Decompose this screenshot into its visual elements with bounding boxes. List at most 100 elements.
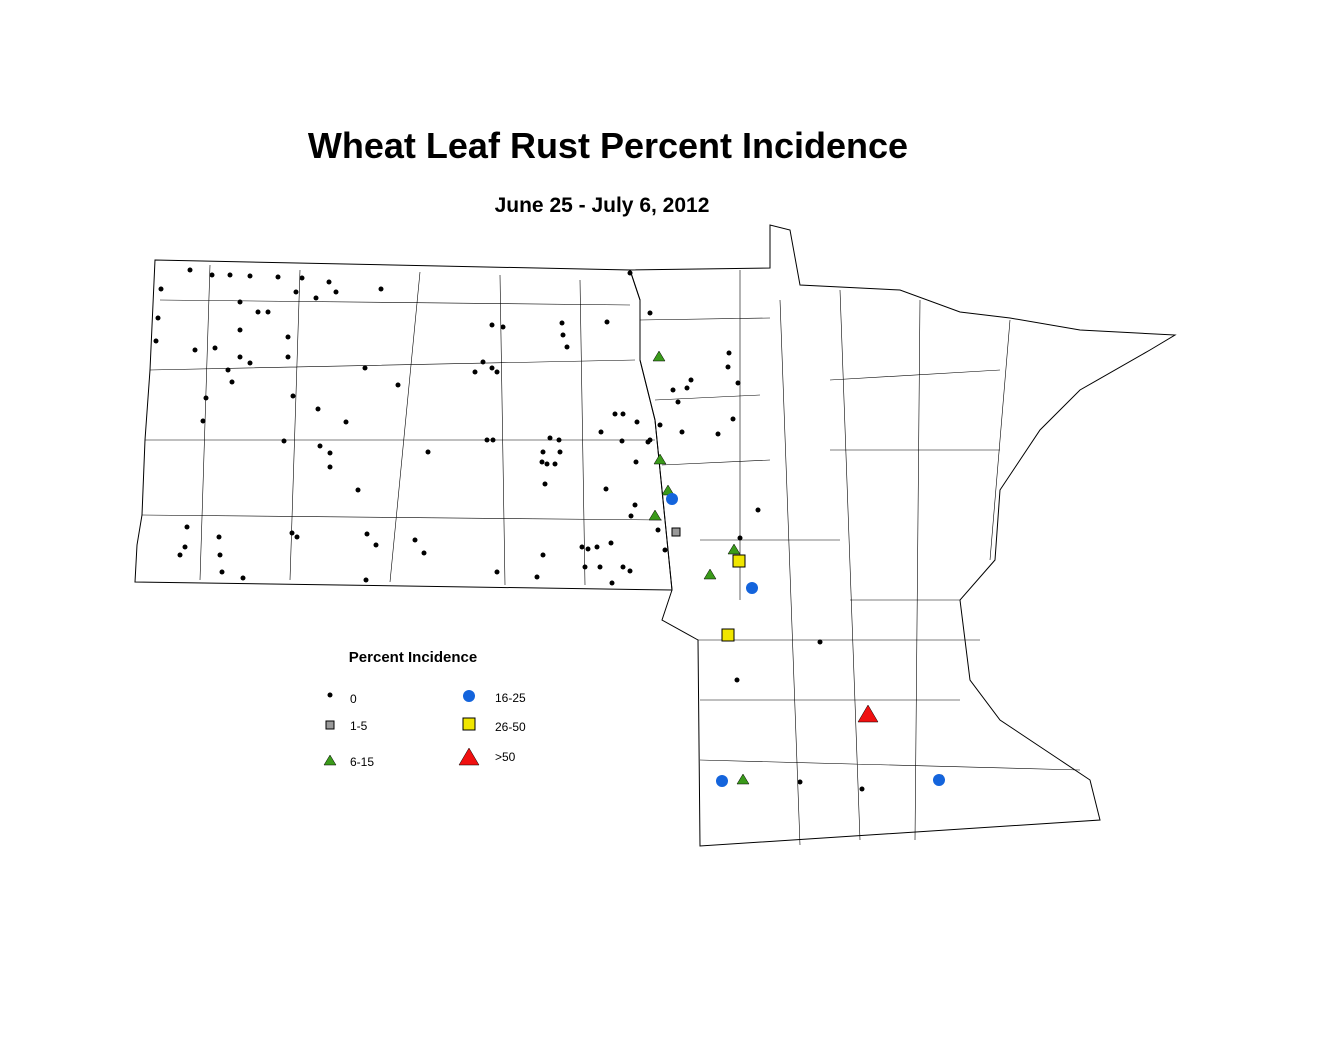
- legend-symbol: [327, 692, 333, 698]
- observation-point: [544, 461, 550, 467]
- observation-point: [859, 786, 865, 792]
- observation-point: [597, 564, 603, 570]
- observation-point: [559, 320, 565, 326]
- observation-point: [247, 273, 253, 279]
- observation-point: [182, 544, 188, 550]
- observation-point: [237, 327, 243, 333]
- observation-point: [155, 315, 161, 321]
- observation-point: [343, 419, 349, 425]
- map-title: Wheat Leaf Rust Percent Incidence: [308, 125, 908, 166]
- observation-point: [489, 322, 495, 328]
- observation-point: [797, 779, 803, 785]
- observation-point: [726, 350, 732, 356]
- observation-point: [187, 267, 193, 273]
- observation-point: [539, 459, 545, 465]
- observation-point: [652, 350, 666, 362]
- observation-point: [534, 574, 540, 580]
- observation-point: [225, 367, 231, 373]
- observation-point: [627, 568, 633, 574]
- observation-point: [240, 575, 246, 581]
- observation-point: [703, 568, 717, 580]
- observation-point: [294, 534, 300, 540]
- observation-point: [684, 385, 690, 391]
- legend-label: 16-25: [495, 691, 526, 705]
- observation-point: [327, 464, 333, 470]
- observation-point: [265, 309, 271, 315]
- observation-point: [557, 449, 563, 455]
- observation-point: [395, 382, 401, 388]
- observation-point: [212, 345, 218, 351]
- observation-point: [730, 416, 736, 422]
- observation-point: [737, 535, 743, 541]
- legend-label: 0: [350, 692, 357, 706]
- observation-point: [542, 481, 548, 487]
- observation-point: [619, 438, 625, 444]
- observation-point: [679, 429, 685, 435]
- observation-point: [603, 486, 609, 492]
- observation-point: [655, 527, 661, 533]
- observation-point: [817, 639, 823, 645]
- observation-point: [333, 289, 339, 295]
- legend-symbol: [323, 754, 337, 766]
- observation-point: [547, 435, 553, 441]
- observation-points: [153, 267, 945, 792]
- legend-label: >50: [495, 750, 516, 764]
- observation-point: [604, 319, 610, 325]
- observation-point: [560, 332, 566, 338]
- observation-point: [364, 531, 370, 537]
- observation-point: [736, 773, 750, 785]
- observation-point: [285, 354, 291, 360]
- legend-symbol: [463, 690, 475, 702]
- observation-point: [725, 364, 731, 370]
- observation-point: [500, 324, 506, 330]
- observation-point: [540, 449, 546, 455]
- state-outlines: [134, 224, 1177, 847]
- observation-point: [412, 537, 418, 543]
- observation-point: [480, 359, 486, 365]
- observation-point: [594, 544, 600, 550]
- observation-point: [715, 431, 721, 437]
- observation-point: [632, 502, 638, 508]
- observation-point: [313, 295, 319, 301]
- observation-point: [633, 459, 639, 465]
- observation-point: [540, 552, 546, 558]
- observation-point: [227, 272, 233, 278]
- observation-point: [216, 534, 222, 540]
- observation-point: [670, 387, 676, 393]
- observation-point: [317, 443, 323, 449]
- observation-point: [425, 449, 431, 455]
- map-subtitle: June 25 - July 6, 2012: [495, 194, 710, 217]
- observation-point: [203, 395, 209, 401]
- observation-point: [327, 450, 333, 456]
- observation-point: [490, 437, 496, 443]
- observation-point: [857, 704, 879, 723]
- observation-point: [552, 461, 558, 467]
- observation-point: [620, 564, 626, 570]
- observation-point: [363, 577, 369, 583]
- observation-point: [628, 513, 634, 519]
- observation-point: [648, 509, 662, 521]
- observation-point: [472, 369, 478, 375]
- observation-point: [609, 580, 615, 586]
- observation-point: [734, 677, 740, 683]
- observation-point: [645, 439, 651, 445]
- observation-point: [755, 507, 761, 513]
- observation-point: [158, 286, 164, 292]
- observation-point: [229, 379, 235, 385]
- observation-point: [585, 546, 591, 552]
- observation-point: [732, 554, 746, 568]
- observation-point: [716, 775, 728, 787]
- observation-point: [675, 399, 681, 405]
- observation-point: [237, 299, 243, 305]
- observation-point: [735, 380, 741, 386]
- observation-point: [494, 569, 500, 575]
- observation-point: [299, 275, 305, 281]
- observation-point: [579, 544, 585, 550]
- observation-point: [727, 543, 741, 555]
- observation-point: [217, 552, 223, 558]
- observation-point: [281, 438, 287, 444]
- observation-point: [634, 419, 640, 425]
- observation-point: [275, 274, 281, 280]
- observation-point: [315, 406, 321, 412]
